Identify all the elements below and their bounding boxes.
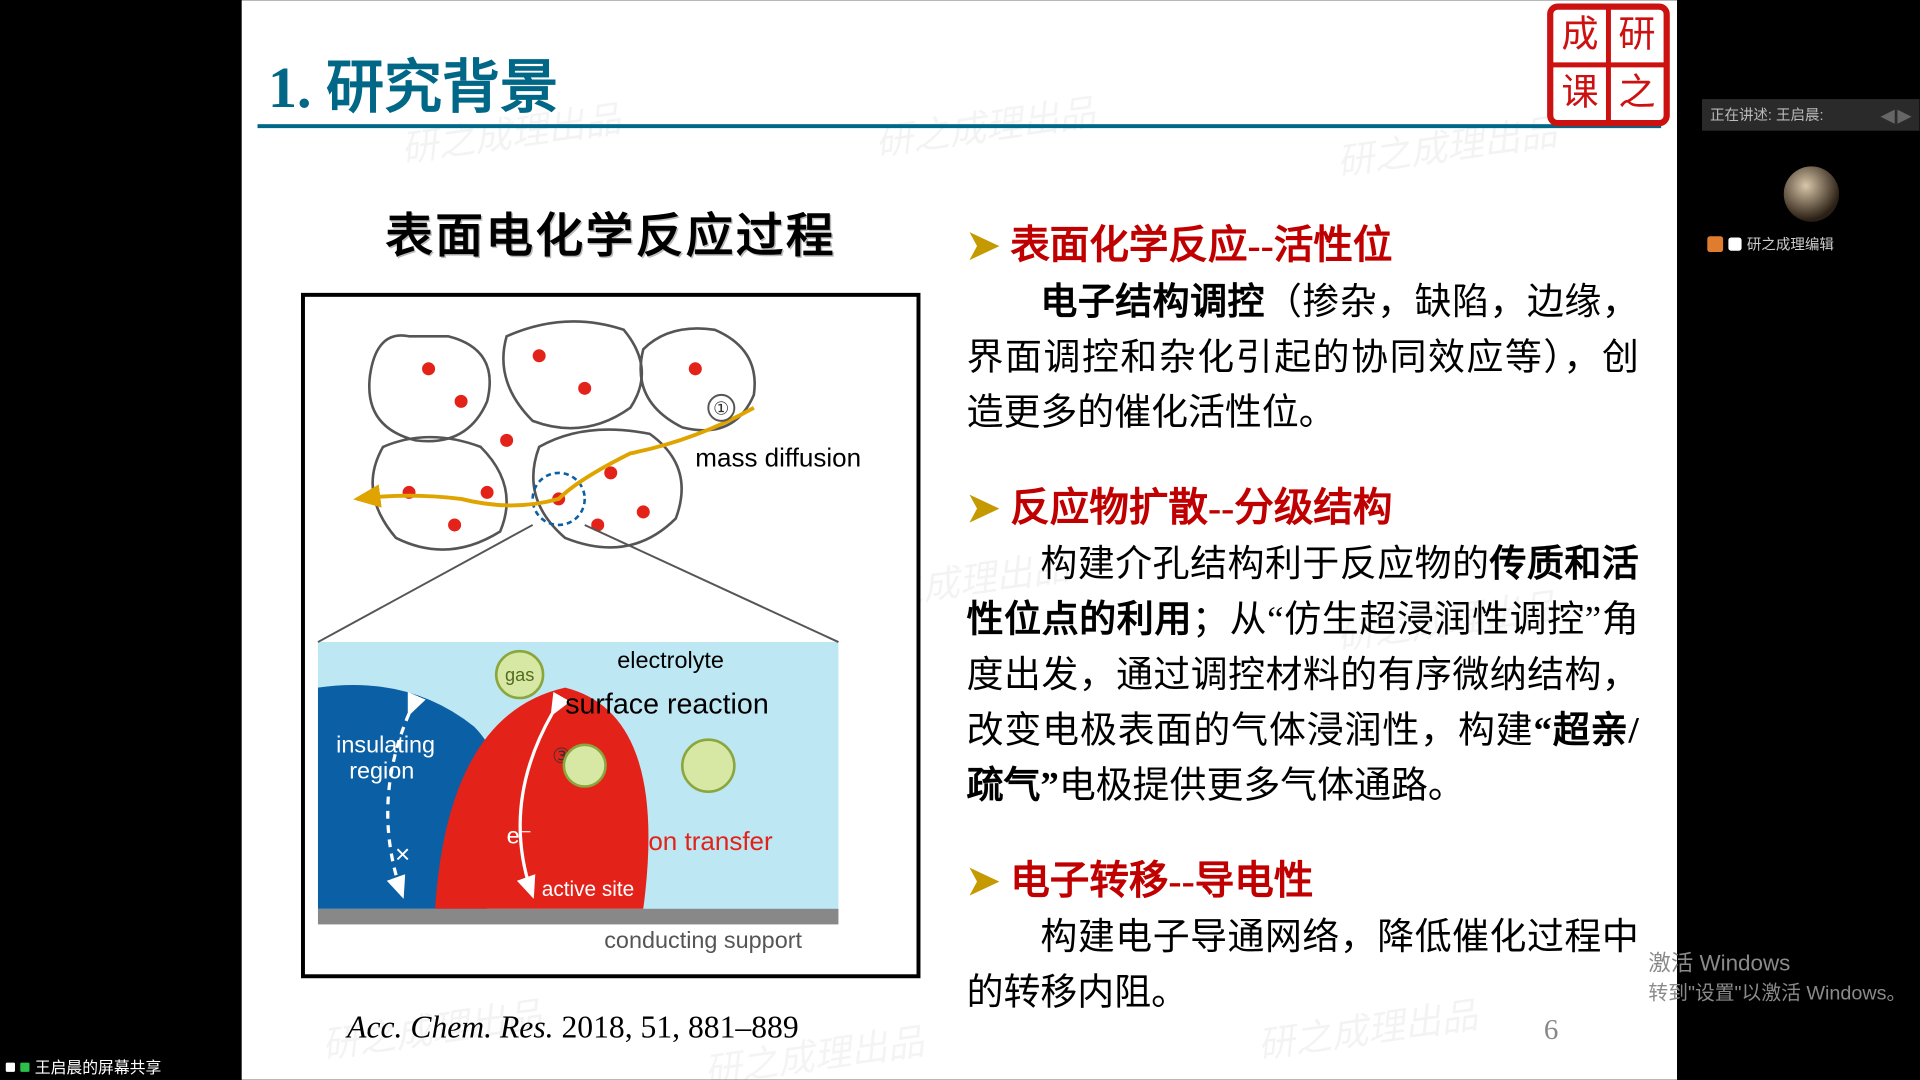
speaker-caption: 研之成理编辑 <box>1747 234 1834 255</box>
figure-box: conducting support × insulatingregion e⁻ act… <box>301 293 920 978</box>
section-number: 1. <box>268 56 311 121</box>
b2e: 电极提供更多气体通路。 <box>1059 766 1465 807</box>
video-panel: 正在讲述: 王启晨: ◀▶ 研之成理编辑 <box>1702 99 1919 256</box>
bullet-1-title: ➤表面化学反应--活性位 <box>967 216 1639 275</box>
svg-text:课: 课 <box>1561 73 1598 114</box>
svg-text:region: region <box>349 758 414 784</box>
video-panel-header: 正在讲述: 王启晨: ◀▶ <box>1702 99 1919 131</box>
bullet-arrow-icon: ➤ <box>967 224 1000 267</box>
svg-text:electrolyte: electrolyte <box>617 647 724 673</box>
mic-icon <box>1728 238 1741 251</box>
b2a: 构建介孔结构利于反应物的 <box>1040 545 1489 586</box>
bullet-2-body: 构建介孔结构利于反应物的传质和活性位点的利用；从“仿生超浸润性调控”角度出发，通… <box>967 538 1639 815</box>
chevron-right-icon[interactable]: ▶ <box>1897 104 1911 126</box>
svg-text:研: 研 <box>1618 14 1655 55</box>
left-heading: 表面电化学反应过程 <box>294 198 927 267</box>
svg-text:active site: active site <box>542 878 634 901</box>
svg-text:insulating: insulating <box>336 732 435 758</box>
page-number: 6 <box>1544 1013 1558 1047</box>
bullet-3-body: 构建电子导通网络，降低催化过程中的转移内阻。 <box>967 911 1639 1022</box>
bullet-arrow-icon: ➤ <box>967 487 1000 530</box>
mic-active-icon <box>20 1063 29 1072</box>
bullet-1-body: 电子结构调控（掺杂，缺陷，边缘，界面调控和杂化引起的协同效应等），创造更多的催化… <box>967 276 1639 442</box>
activate-line1: 激活 Windows <box>1648 948 1906 979</box>
svg-text:×: × <box>395 839 410 869</box>
citation-journal: Acc. Chem. Res. <box>347 1011 553 1045</box>
bullet-arrow-icon: ➤ <box>967 860 1000 903</box>
activate-line2: 转到"设置"以激活 Windows。 <box>1648 980 1906 1008</box>
svg-text:e⁻: e⁻ <box>507 823 532 849</box>
citation: Acc. Chem. Res. 2018, 51, 881–889 <box>294 1011 927 1047</box>
citation-rest: 2018, 51, 881–889 <box>554 1011 799 1045</box>
b1-bold: 电子结构调控 <box>1040 282 1265 323</box>
svg-text:electron transfer: electron transfer <box>585 826 773 856</box>
section-title-text: 研究背景 <box>326 56 558 121</box>
activate-windows-overlay: 激活 Windows 转到"设置"以激活 Windows。 <box>1648 948 1906 1007</box>
svg-text:②: ② <box>544 834 560 854</box>
bullet-3-title-text: 电子转移--导电性 <box>1010 860 1313 903</box>
bullet-2-title: ➤反应物扩散--分级结构 <box>967 479 1639 538</box>
section-title: 1. 研究背景 <box>268 40 558 124</box>
video-thumbnail[interactable]: 研之成理编辑 <box>1702 131 1919 256</box>
svg-text:gas: gas <box>505 665 534 685</box>
share-text: 王启晨的屏幕共享 <box>35 1056 162 1078</box>
figure-svg: conducting support × insulatingregion e⁻ act… <box>305 297 917 974</box>
bullet-1-title-text: 表面化学反应--活性位 <box>1010 224 1392 267</box>
svg-text:surface reaction: surface reaction <box>565 689 769 721</box>
title-underline <box>258 124 1662 128</box>
svg-text:conducting support: conducting support <box>604 927 802 953</box>
slide: 研之成理出品 研之成理出品 研之成理出品 研之成理出品 研之成理出品 研之成理出… <box>242 0 1677 1079</box>
person-icon <box>1707 236 1723 252</box>
svg-text:之: 之 <box>1618 72 1655 114</box>
bullet-2-title-text: 反应物扩散--分级结构 <box>1010 487 1392 530</box>
share-indicator-icon <box>6 1063 15 1072</box>
bullet-3-title: ➤电子转移--导电性 <box>967 852 1639 911</box>
logo-stamp: 成 研 课 之 <box>1547 3 1671 127</box>
avatar <box>1783 166 1838 221</box>
svg-text:成: 成 <box>1561 14 1598 55</box>
speaking-label: 正在讲述: 王启晨: <box>1710 104 1824 125</box>
chevron-left-icon[interactable]: ◀ <box>1881 104 1895 126</box>
svg-text:①: ① <box>713 398 729 418</box>
screen-share-bar: 王启晨的屏幕共享 <box>0 1055 166 1080</box>
svg-text:mass diffusion: mass diffusion <box>695 442 861 472</box>
